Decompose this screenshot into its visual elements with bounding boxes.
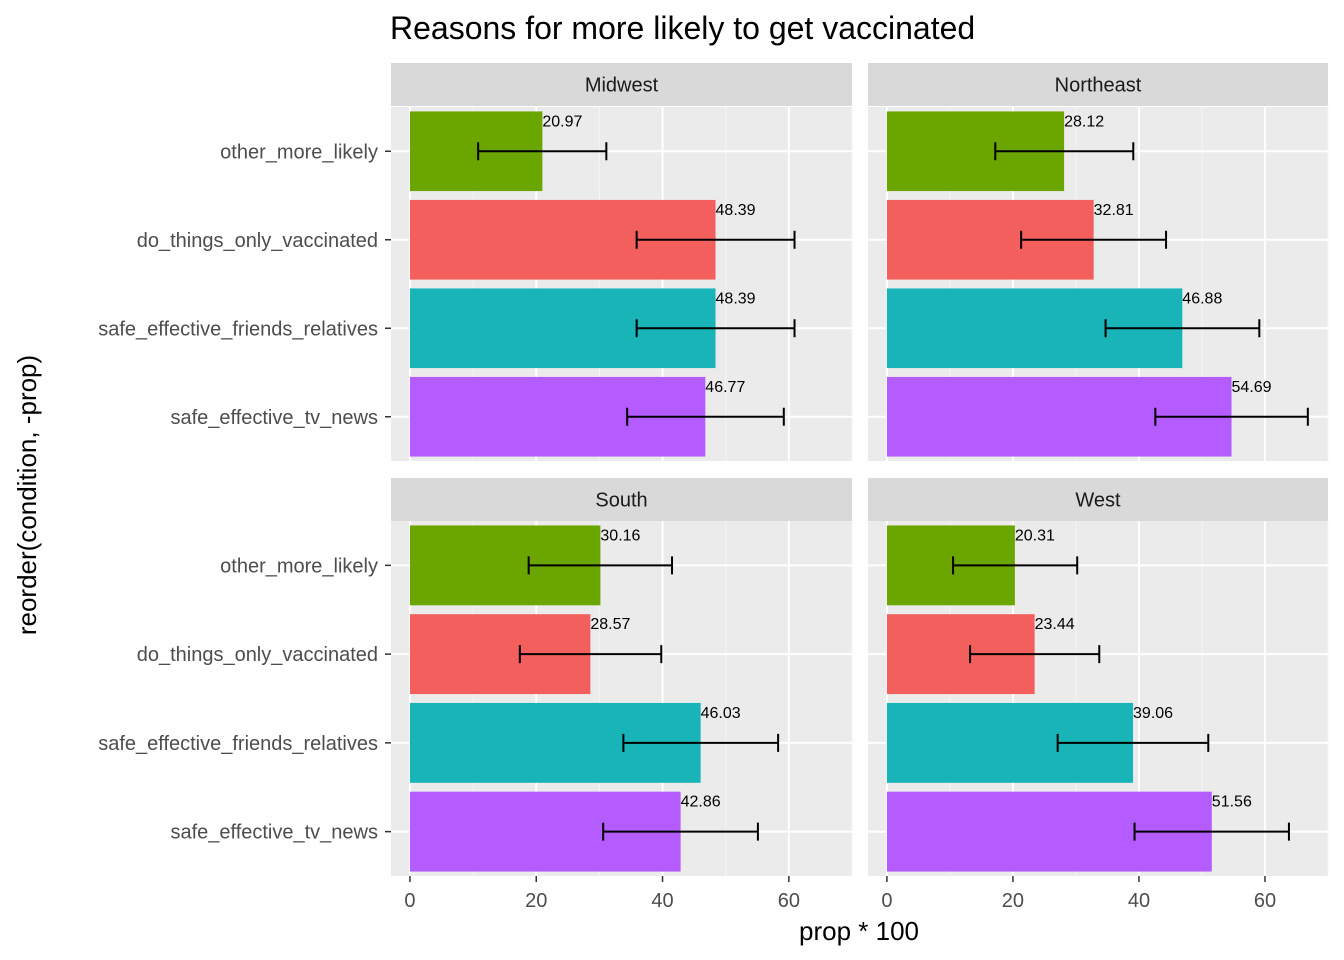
data-label: 28.57 xyxy=(590,616,630,633)
facet-panel-south: South 30.16 28.57 46.03 42.86 other_more_like… xyxy=(98,478,853,912)
data-label: 39.06 xyxy=(1133,705,1173,722)
x-tick-label: 0 xyxy=(404,890,415,912)
x-tick-label: 20 xyxy=(525,890,547,912)
error-bar xyxy=(527,556,674,575)
x-tick-label: 60 xyxy=(1254,890,1276,912)
y-axis-title: reorder(condition, -prop) xyxy=(12,355,42,635)
facet-strip-label: Midwest xyxy=(585,75,659,97)
facet-strip xyxy=(391,63,852,106)
data-label: 48.39 xyxy=(716,202,756,219)
error-bar xyxy=(1020,230,1168,249)
error-bar xyxy=(622,733,780,752)
error-bar xyxy=(626,407,785,426)
facet-panel-west: West 20.31 23.44 39.06 51.56 0 20 40 60 xyxy=(868,478,1329,912)
data-label: 46.77 xyxy=(705,379,745,396)
error-bar xyxy=(1154,407,1309,426)
error-bar xyxy=(477,142,608,161)
x-tick-label: 40 xyxy=(651,890,673,912)
facet-strip xyxy=(391,478,852,521)
data-label: 28.12 xyxy=(1064,113,1104,130)
category-label: safe_effective_friends_relatives xyxy=(98,318,378,340)
data-label: 20.31 xyxy=(1015,527,1055,544)
data-label: 30.16 xyxy=(600,527,640,544)
data-label: 23.44 xyxy=(1035,616,1075,633)
x-tick-label: 0 xyxy=(881,890,892,912)
error-bar xyxy=(635,230,796,249)
category-label: do_things_only_vaccinated xyxy=(137,230,378,252)
data-label: 46.88 xyxy=(1182,290,1222,307)
error-bar xyxy=(969,645,1101,664)
facet-strip-label: South xyxy=(595,490,647,512)
error-bar xyxy=(1104,319,1261,338)
facet-strip-label: Northeast xyxy=(1055,75,1142,97)
category-label: safe_effective_tv_news xyxy=(170,407,378,429)
facet-strip-label: West xyxy=(1075,490,1121,512)
x-tick-label: 20 xyxy=(1002,890,1024,912)
data-label: 51.56 xyxy=(1212,794,1252,811)
error-bar xyxy=(1133,822,1290,841)
category-label: safe_effective_tv_news xyxy=(170,822,378,844)
data-label: 54.69 xyxy=(1232,379,1272,396)
x-tick-label: 60 xyxy=(778,890,800,912)
data-label: 42.86 xyxy=(681,794,721,811)
data-label: 46.03 xyxy=(701,705,741,722)
x-axis-title: prop * 100 xyxy=(799,916,919,946)
data-label: 32.81 xyxy=(1094,202,1134,219)
data-label: 48.39 xyxy=(716,290,756,307)
error-bar xyxy=(518,645,663,664)
data-label: 20.97 xyxy=(542,113,582,130)
facet-panel-northeast: Northeast 28.12 32.81 46.88 54.69 xyxy=(868,63,1329,461)
error-bar xyxy=(1056,733,1210,752)
facet-strip xyxy=(868,63,1328,106)
error-bar xyxy=(952,556,1079,575)
category-label: safe_effective_friends_relatives xyxy=(98,733,378,755)
category-label: other_more_likely xyxy=(220,141,378,163)
error-bar xyxy=(602,822,759,841)
chart-title: Reasons for more likely to get vaccinate… xyxy=(390,10,975,46)
x-tick-label: 40 xyxy=(1128,890,1150,912)
facet-strip xyxy=(868,478,1328,521)
category-label: do_things_only_vaccinated xyxy=(137,644,378,666)
category-label: other_more_likely xyxy=(220,555,378,577)
error-bar xyxy=(635,319,796,338)
error-bar xyxy=(994,142,1135,161)
